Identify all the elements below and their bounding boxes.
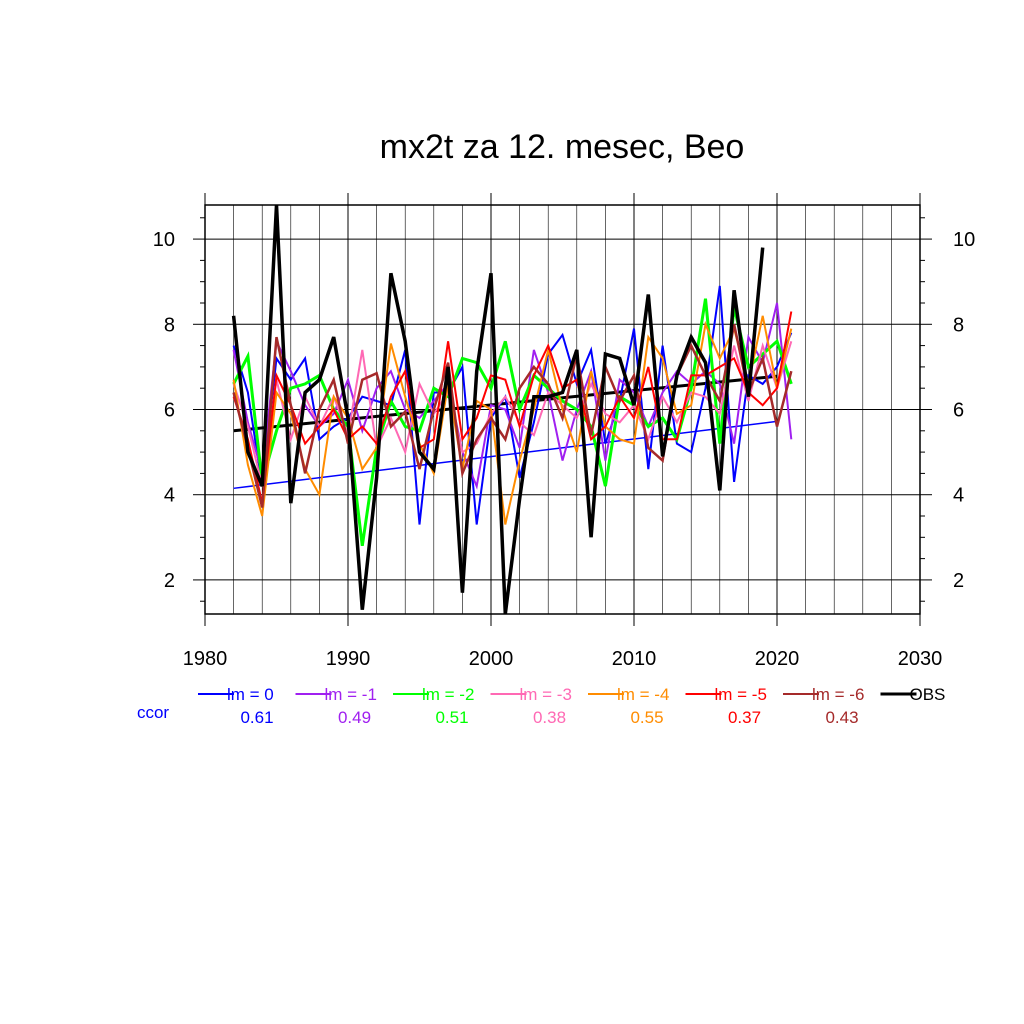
legend-entry: lm = -4 [617, 685, 669, 704]
chart-title: mx2t za 12. mesec, Beo [380, 128, 745, 166]
y-tick-label-right: 8 [953, 314, 964, 336]
series-line [232, 285, 793, 525]
series-line [232, 324, 793, 508]
y-tick-label-left: 10 [153, 229, 175, 251]
ccor-value: 0.43 [825, 708, 858, 727]
x-tick-label: 2010 [612, 648, 657, 670]
series-line [232, 302, 793, 490]
grid [205, 205, 920, 614]
y-tick-label-right: 4 [953, 485, 964, 507]
x-tick-label: 1990 [326, 648, 371, 670]
series-line [232, 315, 793, 525]
y-tick-label-left: 6 [164, 400, 175, 422]
x-tick-label: 2020 [755, 648, 800, 670]
y-tick-label-right: 6 [953, 400, 964, 422]
ccor-value: 0.55 [630, 708, 663, 727]
ccor-label: ccor [137, 703, 169, 722]
ccor-value: 0.38 [533, 708, 566, 727]
y-tick-label-right: 10 [953, 229, 975, 251]
legend-entry: lm = 0 [227, 685, 274, 704]
legend-entry: lm = -3 [520, 685, 572, 704]
x-tick-label: 2030 [898, 648, 943, 670]
trend-line [233, 420, 778, 490]
legend-entry: lm = -2 [422, 685, 474, 704]
legend-entry: lm = -6 [812, 685, 864, 704]
x-tick-label: 1980 [183, 648, 228, 670]
axes: 1980 1990 2000 2010 2020 2030 2 2 4 4 6 6 8 8 10 10 [153, 193, 975, 670]
x-tick-label: 2000 [469, 648, 514, 670]
data-series [231, 204, 793, 615]
ccor-value: 0.51 [435, 708, 468, 727]
legend-entry: lm = -5 [715, 685, 767, 704]
legend-entry: OBS [910, 685, 946, 704]
y-tick-label-left: 2 [164, 570, 175, 592]
y-tick-label-left: 4 [164, 485, 175, 507]
legend-entry: lm = -1 [325, 685, 377, 704]
y-tick-label-right: 2 [953, 570, 964, 592]
legend: ccor lm = 0 0.61 lm = -1 0.49 lm = -2 0.51 lm =… [137, 685, 945, 727]
ccor-value: 0.49 [338, 708, 371, 727]
y-tick-label-left: 8 [164, 314, 175, 336]
series-line [232, 311, 793, 504]
ccor-value: 0.37 [728, 708, 761, 727]
ccor-value: 0.61 [240, 708, 273, 727]
series-line [231, 204, 765, 615]
